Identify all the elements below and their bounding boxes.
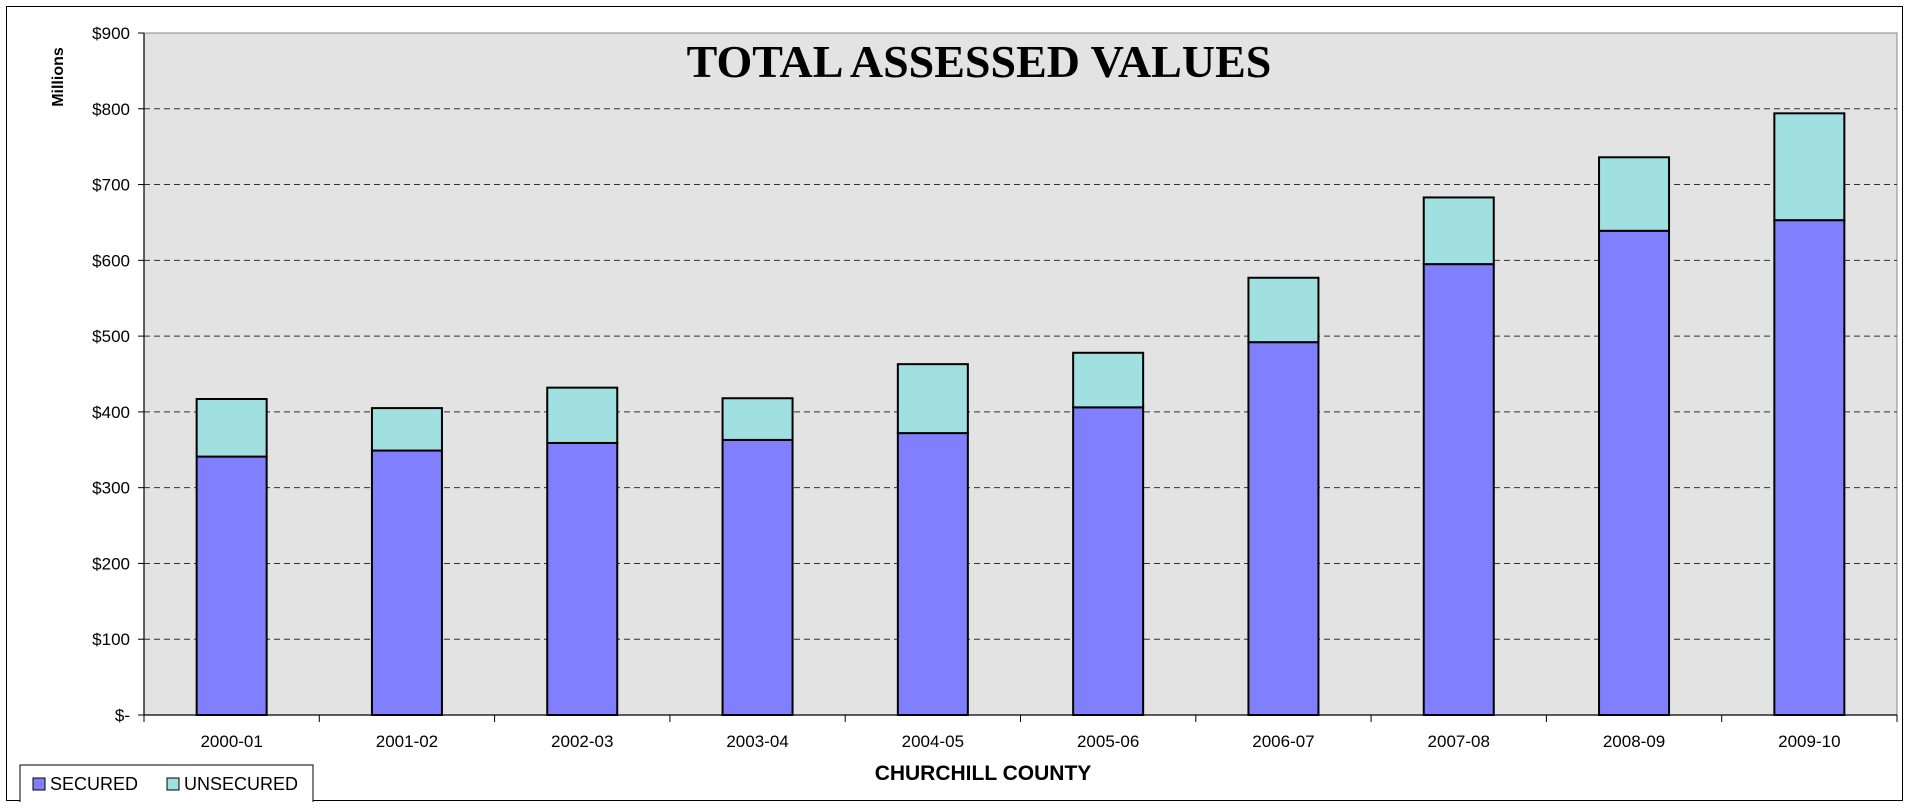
x-tick-label: 2001-02: [376, 732, 438, 751]
legend-label-unsecured: UNSECURED: [184, 774, 298, 794]
legend-label-secured: SECURED: [50, 774, 138, 794]
legend: SECURED UNSECURED: [19, 764, 314, 802]
bar-unsecured: [1072, 351, 1145, 409]
plot-area: $- $100 $200 $300 $400 $500 $600 $700 $800 $900 20…: [92, 24, 1898, 751]
bar-secured: [546, 441, 619, 716]
legend-swatch-unsecured: [166, 777, 180, 791]
x-tick-label: 2004-05: [902, 732, 964, 751]
bar-chart: $- $100 $200 $300 $400 $500 $600 $700 $800 $900 20…: [19, 24, 1898, 802]
x-tick-label: 2002-03: [551, 732, 613, 751]
bar-unsecured: [195, 398, 268, 458]
x-tick-label: 2003-04: [726, 732, 788, 751]
y-tick-label: $200: [92, 554, 130, 573]
bar-unsecured: [1422, 196, 1495, 266]
x-tick-label: 2008-09: [1603, 732, 1665, 751]
legend-swatch-secured: [32, 777, 46, 791]
bar-secured: [1773, 219, 1846, 716]
bar-unsecured: [1773, 112, 1846, 222]
y-axis-title: Millions: [50, 47, 67, 107]
y-tick-label: $300: [92, 479, 130, 498]
bar-unsecured: [370, 407, 443, 452]
y-tick-label: $400: [92, 403, 130, 422]
bar-secured: [721, 438, 794, 716]
bar-secured: [896, 432, 969, 716]
y-tick-label: $900: [92, 24, 130, 43]
x-tick-label: 2009-10: [1778, 732, 1840, 751]
y-tick-label: $-: [115, 706, 130, 725]
y-tick-label: $500: [92, 327, 130, 346]
bar-secured: [1598, 229, 1671, 716]
y-tick-label: $700: [92, 176, 130, 195]
x-tick-label: 2000-01: [200, 732, 262, 751]
x-tick-label: 2007-08: [1428, 732, 1490, 751]
legend-box: [19, 764, 314, 802]
bar-secured: [195, 455, 268, 716]
x-tick-label: 2006-07: [1252, 732, 1314, 751]
bar-unsecured: [1598, 156, 1671, 232]
bar-secured: [370, 449, 443, 716]
bar-unsecured: [1247, 276, 1320, 344]
bar-unsecured: [896, 363, 969, 435]
chart-title: TOTAL ASSESSED VALUES: [687, 36, 1272, 87]
chart-frame: $- $100 $200 $300 $400 $500 $600 $700 $800 $900 20…: [6, 6, 1903, 802]
x-tick-label: 2005-06: [1077, 732, 1139, 751]
bar-secured: [1422, 263, 1495, 716]
y-tick-label: $600: [92, 251, 130, 270]
bar-secured: [1247, 341, 1320, 716]
x-axis-title: CHURCHILL COUNTY: [875, 762, 1092, 785]
bar-unsecured: [721, 397, 794, 441]
bar-secured: [1072, 406, 1145, 716]
bar-unsecured: [546, 386, 619, 444]
y-tick-label: $800: [92, 100, 130, 119]
y-tick-label: $100: [92, 630, 130, 649]
